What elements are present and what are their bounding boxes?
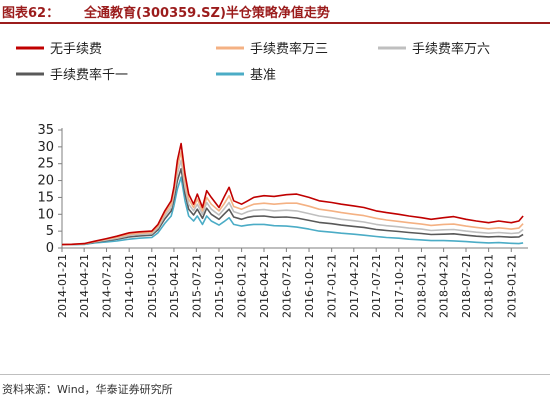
x-tick-label: 2015-04-21 [168, 254, 181, 318]
y-tick-label: 25 [37, 157, 54, 172]
x-tick-label: 2018-04-21 [438, 254, 451, 318]
x-tick-label: 2015-07-21 [190, 254, 203, 318]
x-tick-label: 2018-01-21 [415, 254, 428, 318]
series-line-4 [61, 168, 524, 246]
y-tick-label: 15 [37, 190, 54, 205]
y-tick-label: 30 [37, 140, 54, 155]
figure-number: 图表62： [2, 6, 60, 21]
x-tick-label: 2017-07-21 [370, 254, 383, 318]
x-tick-label: 2016-10-21 [303, 254, 316, 318]
y-tick-label: 20 [37, 174, 54, 189]
x-tick-label: 2015-01-21 [146, 254, 159, 318]
x-tick-label: 2017-01-21 [326, 254, 339, 318]
x-tick-label: 2014-01-21 [56, 254, 69, 318]
series-line-2 [61, 151, 524, 246]
legend-item: 手续费率万三 [216, 41, 328, 57]
series-line-3 [61, 159, 524, 246]
legend-item: 手续费率万六 [378, 41, 490, 57]
figure-header: 图表62： 全通教育(300359.SZ)半仓策略净值走势 [0, 0, 550, 24]
legend-label: 无手续费 [50, 42, 102, 57]
x-tick-label: 2017-10-21 [393, 254, 406, 318]
x-tick-label: 2014-07-21 [101, 254, 114, 318]
chart-lines [61, 142, 524, 246]
legend-item: 手续费率千一 [16, 67, 128, 83]
y-tick-label: 35 [37, 123, 54, 138]
x-tick-label: 2018-07-21 [460, 254, 473, 318]
x-tick-label: 2016-01-21 [236, 254, 249, 318]
legend-label: 手续费率万三 [250, 41, 328, 57]
series-line-1 [61, 142, 524, 246]
x-tick-label: 2014-04-21 [78, 254, 91, 318]
legend-item: 无手续费 [16, 42, 102, 57]
legend-label: 手续费率千一 [50, 67, 128, 83]
x-tick-label: 2014-10-21 [123, 254, 136, 318]
source-footer: 资料来源：Wind，华泰证券研究所 [0, 374, 550, 401]
legend-item: 基准 [216, 68, 276, 83]
y-tick-label: 5 [46, 224, 54, 239]
x-tick-label: 2019-01-21 [505, 254, 518, 318]
chart-title: 全通教育(300359.SZ)半仓策略净值走势 [84, 6, 330, 21]
x-tick-label: 2016-04-21 [258, 254, 271, 318]
legend-label: 手续费率万六 [412, 41, 490, 57]
x-tick-label: 2016-07-21 [280, 254, 293, 318]
y-tick-label: 10 [37, 207, 54, 222]
source-note: 资料来源：Wind，华泰证券研究所 [2, 383, 173, 396]
x-tick-label: 2017-04-21 [348, 254, 361, 318]
x-tick-label: 2018-10-21 [483, 254, 496, 318]
y-tick-label: 0 [46, 241, 54, 256]
series-line-5 [62, 176, 524, 246]
legend-label: 基准 [250, 68, 276, 83]
x-tick-label: 2015-10-21 [213, 254, 226, 318]
